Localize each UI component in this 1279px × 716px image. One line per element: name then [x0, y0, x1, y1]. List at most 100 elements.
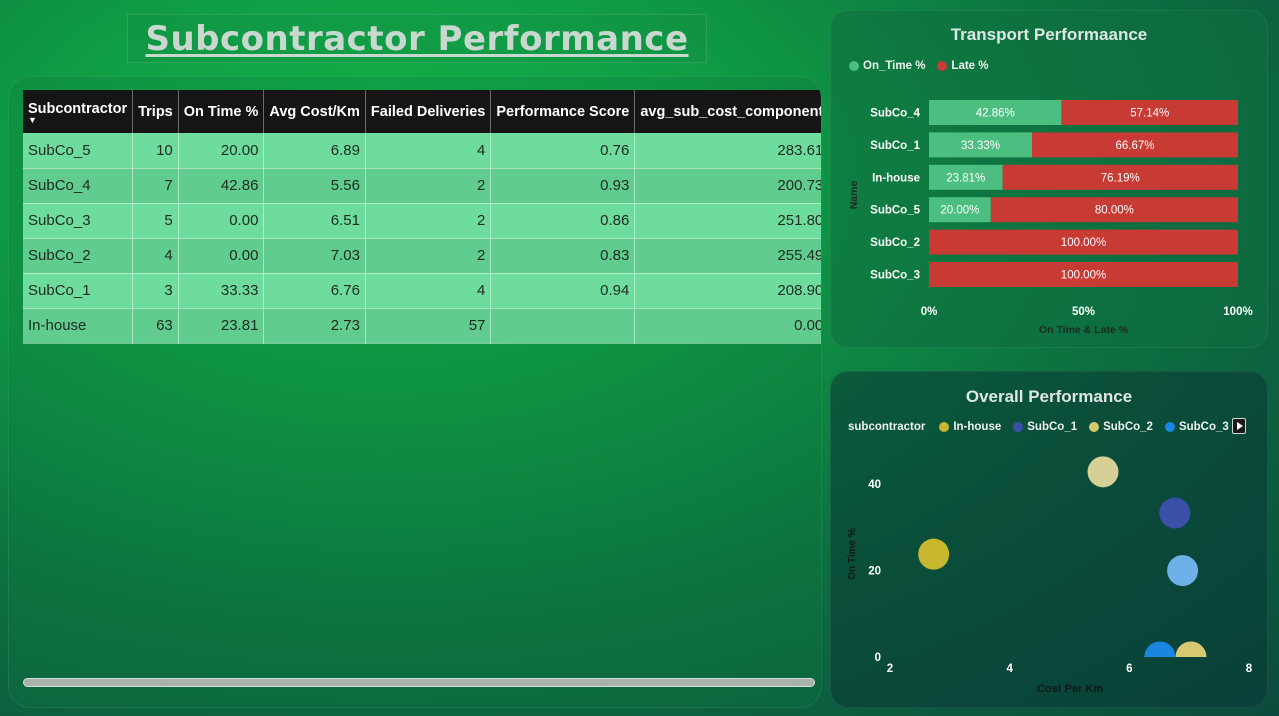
table-cell: 283.61 — [634, 133, 821, 169]
table-cell: SubCo_3 — [23, 203, 134, 239]
x-tick-label: 6 — [1126, 663, 1132, 675]
y-tick-label: SubCo_3 — [870, 270, 920, 282]
table-row[interactable]: SubCo_5 10 20.00 6.89 4 0.76 283.61 — [23, 133, 821, 169]
y-tick-label: 0 — [875, 652, 881, 664]
data-label: 100.00% — [1061, 237, 1106, 249]
legend-label-on-time[interactable]: On_Time % — [863, 60, 926, 72]
table-cell: 7 — [132, 168, 179, 204]
scatter-point[interactable] — [1087, 456, 1119, 488]
scatter-point[interactable] — [1144, 641, 1176, 673]
table-row[interactable]: SubCo_4 7 42.86 5.56 2 0.93 200.73 — [23, 168, 821, 204]
table-cell: 42.86 — [178, 168, 265, 204]
column-header-failed-deliveries[interactable]: Failed Deliveries — [365, 90, 492, 133]
bar-segment[interactable] — [929, 132, 1032, 158]
bar-segment[interactable] — [1061, 100, 1238, 125]
legend-label[interactable]: In-house — [953, 421, 1002, 433]
column-header-avg-sub-cost[interactable]: avg_sub_cost_component — [634, 90, 821, 133]
table-cell: 6.76 — [263, 273, 366, 309]
table-cell: 63 — [132, 308, 179, 344]
x-tick-label: 100% — [1223, 306, 1252, 318]
table-cell: 0.76 — [490, 133, 636, 169]
bar-segment[interactable] — [929, 164, 1003, 190]
table-cell: 0.93 — [490, 168, 636, 204]
table-cell: 7.03 — [263, 238, 366, 274]
bar-segment[interactable] — [1031, 132, 1238, 158]
column-header-avg-cost[interactable]: Avg Cost/Km — [263, 90, 366, 133]
table-cell: 2 — [365, 238, 492, 274]
table-cell: 0.00 — [178, 203, 265, 239]
table-header-row: Subcontractor ▼ Trips On Time % Avg Cost/… — [23, 90, 821, 133]
legend-label[interactable]: SubCo_1 — [1027, 421, 1078, 433]
scatter-point[interactable] — [918, 538, 950, 570]
data-label: 66.67% — [1115, 140, 1154, 152]
x-tick-label: 8 — [1246, 663, 1253, 675]
table-row[interactable]: In-house 63 23.81 2.73 57 0.00 — [23, 308, 821, 344]
table-cell: 251.80 — [634, 203, 821, 239]
data-label: 23.81% — [946, 172, 985, 184]
bar-segment[interactable] — [929, 197, 991, 223]
legend-swatch-late — [937, 61, 948, 71]
table-cell: 6.89 — [263, 133, 366, 169]
table-cell: 208.90 — [634, 273, 821, 309]
table-cell: SubCo_2 — [23, 238, 134, 274]
scatter-point[interactable] — [1175, 641, 1207, 673]
bar-segment[interactable] — [990, 197, 1238, 223]
table-cell: 0.94 — [490, 273, 636, 309]
table-cell: 255.49 — [634, 238, 821, 274]
horizontal-scrollbar[interactable] — [23, 678, 815, 687]
overall-chart-title: Overall Performance — [965, 387, 1133, 406]
legend-next-arrow-icon[interactable] — [1232, 418, 1246, 434]
table-row[interactable]: SubCo_2 4 0.00 7.03 2 0.83 255.49 — [23, 238, 821, 274]
table-row[interactable]: SubCo_3 5 0.00 6.51 2 0.86 251.80 — [23, 203, 821, 239]
data-label: 42.86% — [976, 108, 1015, 120]
table-cell: SubCo_5 — [23, 133, 134, 169]
x-axis-label: On Time & Late % — [1039, 324, 1129, 336]
bar-segment[interactable] — [1002, 164, 1238, 190]
bar-segment[interactable] — [929, 262, 1238, 287]
table-cell: 23.81 — [178, 308, 265, 344]
table-cell: 5 — [132, 203, 179, 239]
scatter-point[interactable] — [1167, 555, 1199, 587]
scatter-legend: subcontractor In-house SubCo_1 SubCo_2 SubC… — [848, 421, 1233, 433]
legend-label[interactable]: SubCo_2 — [1103, 421, 1153, 433]
table-cell: 10 — [132, 133, 179, 169]
legend-label-late[interactable]: Late % — [951, 60, 989, 72]
y-tick-label: 40 — [868, 479, 881, 491]
y-axis-label: On Time % — [847, 528, 858, 580]
table-cell: In-house — [23, 308, 134, 344]
table-cell: 0.86 — [490, 203, 636, 239]
legend-swatch — [1013, 422, 1024, 432]
scatter-point[interactable] — [1159, 497, 1191, 529]
overall-performance-panel: Overall Performance subcontractor In-hou… — [830, 371, 1268, 708]
column-header-trips[interactable]: Trips — [132, 90, 179, 133]
x-tick-label: 4 — [1006, 663, 1013, 675]
y-tick-label: SubCo_1 — [870, 140, 920, 152]
column-header-on-time[interactable]: On Time % — [178, 90, 265, 133]
transport-bar-chart: SubCo_4 42.86% 57.14% SubCo_1 33.33% 66.67% In… — [848, 100, 1253, 336]
legend-swatch-on-time — [849, 61, 859, 71]
sort-desc-icon[interactable]: ▼ — [28, 114, 37, 125]
data-label: 80.00% — [1095, 205, 1134, 217]
bar-segment[interactable] — [929, 100, 1062, 125]
legend-swatch — [1089, 422, 1100, 432]
table-row[interactable]: SubCo_1 3 33.33 6.76 4 0.94 208.90 — [23, 273, 821, 309]
column-header-performance-score[interactable]: Performance Score — [490, 90, 636, 133]
bar-segment[interactable] — [929, 229, 1238, 255]
y-tick-label: In-house — [872, 172, 920, 184]
table-cell: 33.33 — [178, 273, 265, 309]
legend-label[interactable]: SubCo_3 — [1178, 421, 1229, 433]
column-header-subcontractor[interactable]: Subcontractor ▼ — [23, 90, 134, 133]
table-cell: 20.00 — [178, 133, 265, 169]
title-box: Subcontractor Performance — [127, 14, 707, 63]
table-cell: 5.56 — [263, 168, 366, 204]
y-tick-label: 20 — [868, 566, 881, 578]
table-cell: 2 — [365, 168, 492, 204]
table-cell: 4 — [365, 273, 492, 309]
table-cell: 0.00 — [634, 308, 821, 344]
table-cell: 4 — [132, 238, 179, 274]
table-cell: 2 — [365, 203, 492, 239]
x-tick-label: 50% — [1072, 306, 1095, 318]
x-tick-label: 2 — [887, 663, 893, 675]
transport-chart-title: Transport Performaance — [950, 25, 1148, 44]
legend-title: subcontractor — [848, 421, 926, 433]
